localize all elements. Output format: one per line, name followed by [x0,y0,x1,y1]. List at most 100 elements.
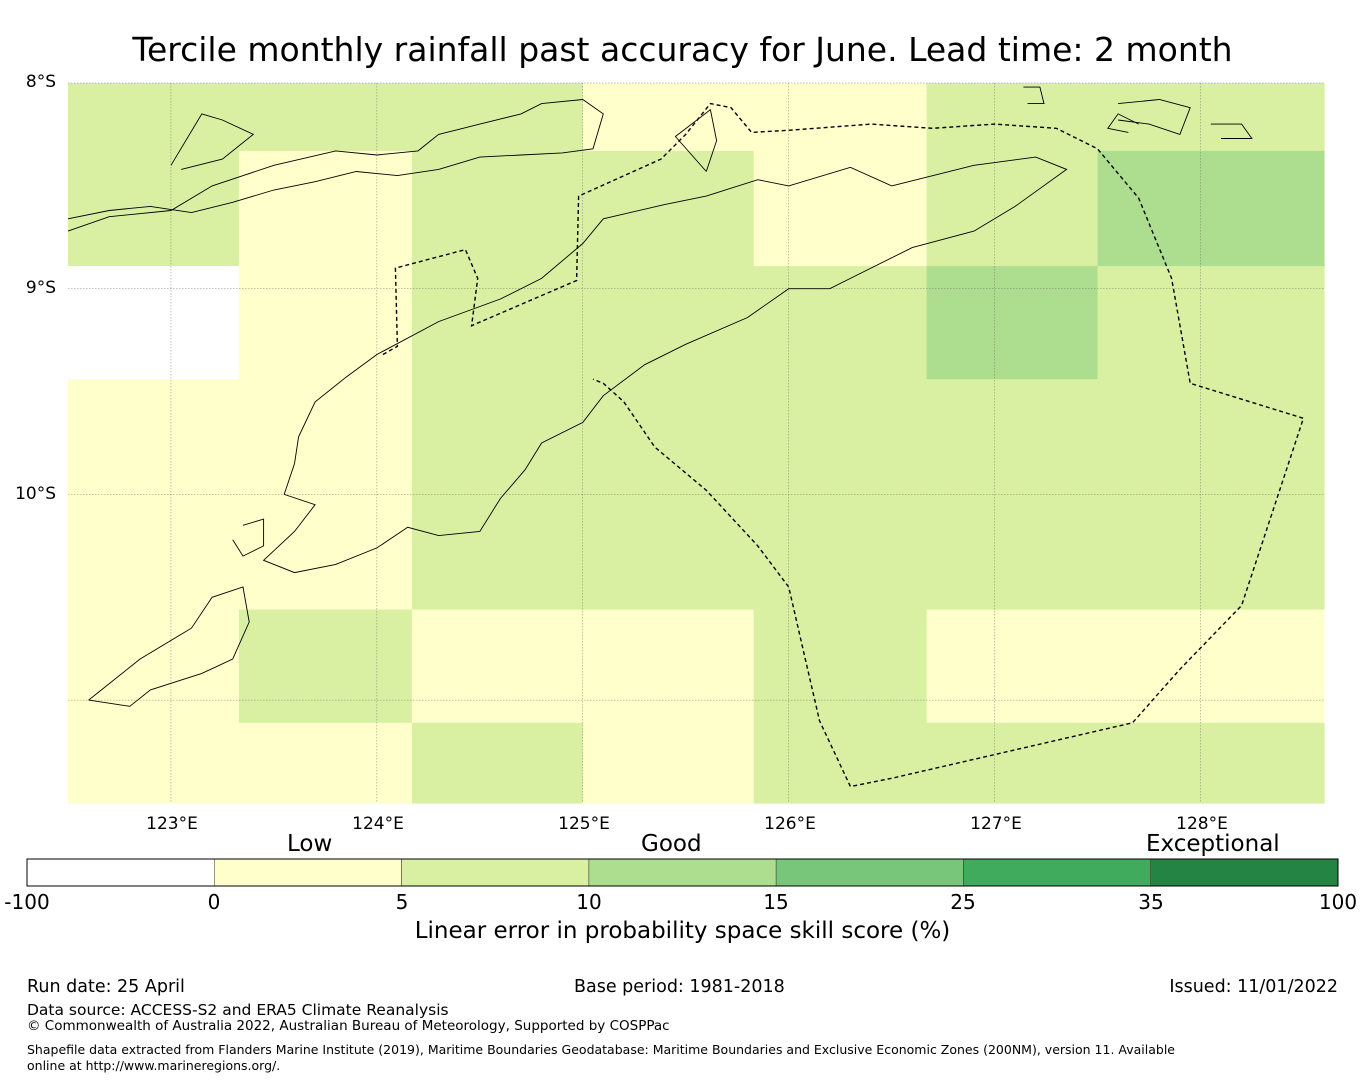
base-period: Base period: 1981-2018 [574,977,785,997]
grid-cell [411,609,584,724]
colorbar-segment [214,858,402,887]
grid-cell [68,722,240,804]
coastline [1210,123,1253,139]
grid-cell [238,150,413,267]
coastline [170,113,255,170]
map-title: Tercile monthly rainfall past accuracy f… [132,30,1233,69]
coastline [1118,99,1191,135]
grid-cell [753,379,928,495]
grid-cell [68,266,240,380]
grid-cell [238,83,413,152]
grid-cell [411,150,584,267]
grid-cell [582,379,755,495]
grid-cell [926,722,1099,804]
lon-label-123e: 123°E [146,814,198,834]
colorbar-segment [401,858,590,887]
coastlines [67,86,1253,707]
skill-score-map [67,82,1325,804]
grid-cell [1097,150,1325,267]
grid-cell [238,609,413,724]
grid-cell [926,609,1099,724]
lat-label-10s: 10°S [15,484,56,504]
grid-cell [1097,494,1325,611]
coastline [232,518,265,557]
lon-label-128e: 128°E [1176,814,1228,834]
copyright: © Commonwealth of Australia 2022, Austra… [27,1018,670,1034]
colorbar-tick: 5 [395,890,409,914]
grid-cell [238,722,413,804]
grid-cell [582,83,755,152]
lon-label-126e: 126°E [764,814,816,834]
grid-cell [68,83,240,152]
grid-cell [238,266,413,380]
category-good-label: Good [641,831,702,857]
grid-cell [411,266,584,380]
colorbar-tick: 100 [1318,890,1358,914]
grid-cell [926,266,1099,380]
coastline [67,99,604,232]
grid-cell [926,494,1099,611]
grid-cell [926,379,1099,495]
grid-cell [582,722,755,804]
grid-cell [926,83,1099,152]
grid-cell [1097,722,1325,804]
eez-boundary [382,102,1305,788]
coastline [674,108,718,172]
grid-cell [411,494,584,611]
coastline [1107,113,1139,133]
colorbar-segment [588,858,777,887]
grid-cell [68,609,240,724]
grid-cell [68,494,240,611]
grid-cell [238,494,413,611]
grid-cell [1097,266,1325,380]
data-source: Data source: ACCESS-S2 and ERA5 Climate … [27,1001,449,1019]
coastline [1023,86,1045,105]
issued-date: Issued: 11/01/2022 [1169,977,1338,997]
grid-cell [1097,379,1325,495]
grid-cell [753,266,928,380]
grid-cell [1097,83,1325,152]
category-low-label: Low [287,831,333,857]
colorbar-segment [963,858,1151,887]
lon-label-127e: 127°E [970,814,1022,834]
colorbar-tick: 35 [1138,890,1164,914]
grid-cell [582,150,755,267]
lat-label-9s: 9°S [25,278,56,298]
colorbar-segments [27,858,1339,887]
coastline [262,156,1068,574]
colorbar-segment [1150,858,1339,887]
colorbar-frame [26,858,1339,887]
grid-cell [68,379,240,495]
graticule [68,82,1324,803]
colorbar-title: Linear error in probability space skill … [414,918,951,944]
eez-boundary-line [382,102,1305,788]
grid-cell [753,83,928,152]
grid-cell [1097,609,1325,724]
colorbar-segment [27,859,215,886]
lat-label-8s: 8°S [25,72,56,92]
grid-cell [68,150,240,267]
grid-cell [753,609,928,724]
grid-cell [411,722,584,804]
colorbar [26,858,1339,887]
grid-cell [753,150,928,267]
colorbar-tick: 25 [950,890,976,914]
lon-label-125e: 125°E [558,814,610,834]
colorbar-tick: 15 [763,890,789,914]
colorbar-segment [775,858,964,887]
grid-cell [926,150,1099,267]
coastline [88,586,250,707]
grid-cell [582,494,755,611]
lon-label-124e: 124°E [352,814,404,834]
grid-cell [582,266,755,380]
grid-cell [582,609,755,724]
run-date: Run date: 25 April [27,977,185,997]
shapefile-note: Shapefile data extracted from Flanders M… [27,1042,1175,1073]
grid-cell [411,83,584,152]
colorbar-tick: -100 [4,890,50,914]
category-exceptional-label: Exceptional [1146,831,1280,857]
grid-cell [238,379,413,495]
grid-cell [753,494,928,611]
grid-cells [68,83,1325,804]
colorbar-tick: 10 [576,890,602,914]
